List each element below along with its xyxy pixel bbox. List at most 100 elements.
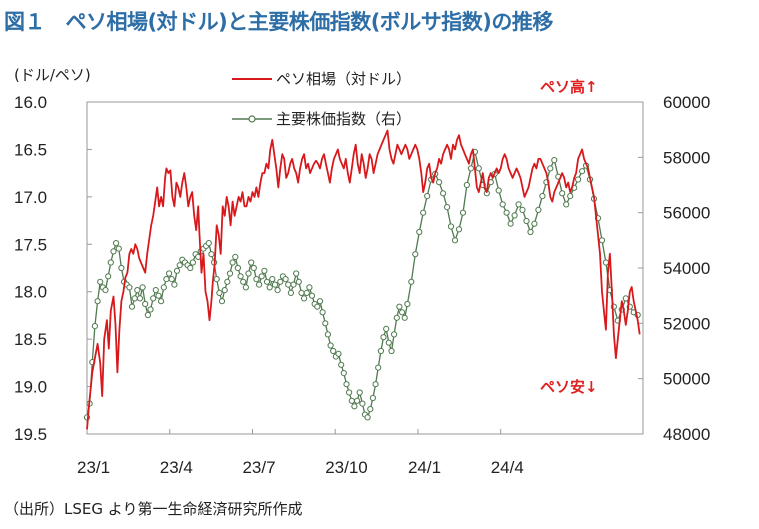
x-tick-label: 24/4 [491,458,524,477]
series-index-point [348,397,355,404]
series-index-point [226,270,234,277]
series-index-point [364,414,371,421]
series-peso-group [86,129,641,430]
left-axis-ticks: 16.0 16.5 17.0 17.5 18.0 18.5 19.0 19.5 [14,93,92,444]
series-index-point [282,276,289,283]
left-tick-label: 19.5 [14,425,47,444]
series-index-point [261,267,268,274]
series-index-point [269,276,276,283]
series-index-point [155,292,162,299]
series-index-point [523,217,530,225]
left-tick-label: 17.0 [14,188,47,207]
series-index-point [507,220,514,227]
series-index-point [107,259,114,266]
series-index-point [495,187,502,194]
series-index-point [444,204,451,211]
series-index-point [322,320,329,327]
series-index-point [327,342,334,349]
series-index-point [459,209,467,216]
chart-title: 図１ ペソ相場(対ドル)と主要株価指数(ボルサ指数)の推移 [4,10,553,34]
right-tick-label: 54000 [663,259,710,278]
series-index-point [451,237,459,244]
series-index-point [408,278,415,285]
series-index-point [115,245,122,252]
series-index-point [467,165,474,172]
series-index-point [136,295,144,302]
series-index-point [412,251,419,258]
series-index-point [503,209,510,216]
right-tick-label: 50000 [663,370,710,389]
series-index-point [248,259,255,266]
series-index-point [303,289,310,296]
series-index-point [598,237,606,244]
series-index-point [208,251,215,258]
right-tick-label: 58000 [663,148,710,167]
series-index-point [416,228,423,236]
series-index-point [519,206,526,213]
series-index-point [440,190,447,197]
series-peso-line [86,129,641,430]
x-tick-label: 23/4 [160,458,193,477]
series-index-point [324,331,331,338]
series-index-point [372,381,379,388]
right-tick-label: 56000 [663,204,710,223]
series-index-point [187,264,194,272]
series-index-point [213,276,220,283]
series-index-point [420,209,427,216]
series-index-point [436,179,443,186]
x-tick-label: 23/10 [325,458,368,477]
series-index-point [216,289,223,296]
series-index-point [237,273,244,280]
x-tick-label: 24/1 [408,458,441,477]
legend: ペソ相場（対ドル） 主要株価指数（右） [232,70,411,128]
series-index-point [396,303,403,310]
series-index-point [308,292,316,299]
series-index-point [105,273,112,280]
series-index-point [128,303,136,310]
series-index-point [622,295,629,302]
series-index-point [221,287,228,294]
series-index-point [218,298,226,305]
series-index-point [567,193,574,200]
series-index-point [126,284,133,291]
series-index-point [535,206,542,213]
series-index-point [224,278,231,285]
series-index-point [271,281,279,288]
series-index-point [340,370,347,377]
source-note: （出所）LSEG より第一生命経済研究所作成 [4,500,303,518]
series-index-point [91,323,99,330]
x-axis-ticks: 23/1 23/4 23/7 23/10 24/1 24/4 [77,429,524,477]
series-index-point [118,264,125,272]
series-index-point [499,201,506,208]
annotation-peso-strong: ペソ高↑ [540,78,598,96]
legend-index-label: 主要株価指数（右） [276,110,411,128]
series-index-point [253,276,260,283]
series-index-point [152,287,159,294]
series-index-point [391,331,398,338]
series-index-point [134,287,141,294]
series-index-point [160,284,167,291]
series-index-point [401,314,408,321]
series-index-point [139,284,146,291]
series-index-point [298,289,305,296]
series-index-point [511,212,518,219]
series-index-point [316,298,324,305]
series-index-point [314,303,321,310]
series-index-point [515,201,522,208]
left-tick-label: 19.0 [14,378,47,397]
series-index-point [375,364,382,371]
series-index-point [539,193,546,200]
series-index-point [250,264,257,272]
series-index-point [447,223,455,230]
series-index-point [166,270,173,277]
series-index-point [293,270,300,277]
series-index-point [147,306,154,313]
series-index-point [295,278,302,285]
left-tick-label: 18.0 [14,283,47,302]
series-index-point [263,278,271,285]
series-index-point [563,201,570,208]
series-index-point [142,300,149,308]
series-index-point [547,165,554,172]
series-index-point [131,295,138,302]
